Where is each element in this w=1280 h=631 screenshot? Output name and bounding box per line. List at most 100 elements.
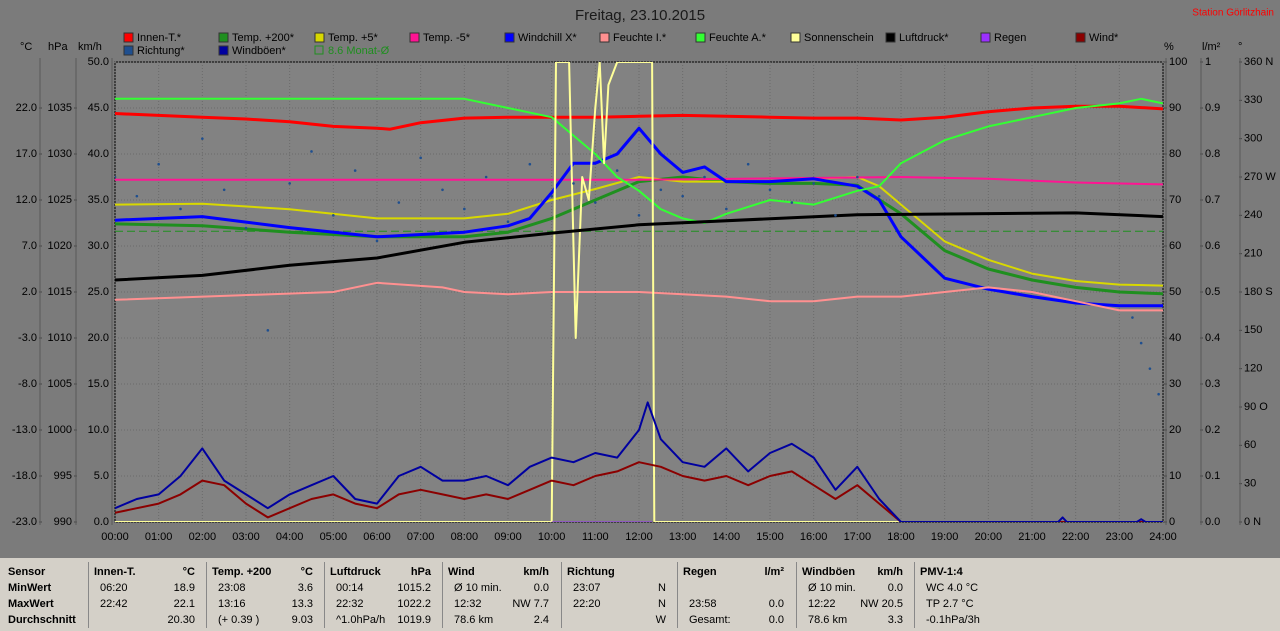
direction-dot bbox=[659, 188, 663, 192]
cell-value: 0.0 bbox=[887, 582, 903, 594]
y-tick-label: 1 bbox=[1205, 56, 1211, 68]
direction-dot bbox=[877, 194, 881, 198]
y-tick-label: 0.4 bbox=[1205, 332, 1220, 344]
direction-dot bbox=[1157, 392, 1160, 396]
cell-value: 13.3 bbox=[291, 598, 313, 610]
legend-label: Richtung* bbox=[137, 45, 185, 57]
y-tick-label: 360 N bbox=[1244, 56, 1273, 68]
summary-table: Sensor MinWert MaxWert Durchschnitt Innen-T.… bbox=[0, 558, 1280, 631]
cell-value: 1015.2 bbox=[397, 582, 431, 594]
y-tick-label: 0.1 bbox=[1205, 470, 1220, 482]
y-tick-label: 1015 bbox=[48, 286, 72, 298]
axis-unit: hPa bbox=[48, 41, 68, 53]
column-separator bbox=[324, 562, 325, 628]
x-tick-label: 05:00 bbox=[320, 531, 348, 543]
direction-dot bbox=[244, 226, 248, 230]
panel-unit: °C bbox=[182, 566, 195, 578]
direction-dot bbox=[572, 182, 575, 185]
y-tick-label: 1020 bbox=[48, 240, 72, 252]
series-line bbox=[115, 211, 1163, 282]
cell-value: 3.3 bbox=[887, 614, 903, 626]
y-tick-label: 80 bbox=[1169, 148, 1181, 160]
x-tick-label: 06:00 bbox=[363, 531, 391, 543]
legend-label: Innen-T.* bbox=[137, 32, 182, 44]
cell-label: 23:07 bbox=[573, 582, 601, 594]
direction-dot bbox=[615, 169, 619, 172]
y-tick-label: 20 bbox=[1169, 424, 1181, 436]
x-tick-label: 14:00 bbox=[713, 531, 741, 543]
row-label: MinWert bbox=[8, 582, 52, 594]
y-tick-label: 0.6 bbox=[1205, 240, 1220, 252]
plot-series bbox=[115, 62, 1163, 522]
x-tick-label: 01:00 bbox=[145, 531, 173, 543]
cell-label: 12:32 bbox=[454, 598, 482, 610]
direction-dot bbox=[463, 207, 466, 211]
legend-swatch bbox=[123, 32, 134, 43]
y-tick-label: -3.0 bbox=[18, 332, 37, 344]
x-tick-label: 24:00 bbox=[1149, 531, 1177, 543]
direction-dot bbox=[681, 194, 684, 198]
panel-title: Temp. +200 bbox=[212, 566, 272, 578]
x-tick-label: 04:00 bbox=[276, 531, 304, 543]
y-tick-label: 270 W bbox=[1244, 171, 1276, 183]
cell-value: NW 7.7 bbox=[512, 598, 549, 610]
y-tick-label: 22.0 bbox=[16, 102, 37, 114]
cell-label: TP 2.7 °C bbox=[926, 598, 974, 610]
legend-swatch bbox=[314, 32, 325, 43]
y-tick-label: 0 bbox=[1169, 516, 1175, 528]
cell-label: 06:20 bbox=[100, 582, 128, 594]
x-tick-label: 03:00 bbox=[232, 531, 260, 543]
cell-value: 9.03 bbox=[291, 614, 313, 626]
cell-value: N bbox=[658, 582, 666, 594]
cell-label: -0.1hPa/3h bbox=[926, 614, 980, 626]
series-line bbox=[115, 104, 1163, 131]
direction-dot bbox=[353, 169, 357, 172]
legend-label: Wind* bbox=[1089, 32, 1119, 44]
axis-unit: °C bbox=[20, 41, 32, 53]
panel-unit: l/m² bbox=[764, 566, 784, 578]
axis-unit: l/m² bbox=[1202, 41, 1221, 53]
series-line bbox=[115, 281, 1163, 312]
column-separator bbox=[88, 562, 89, 628]
series-line bbox=[115, 62, 1163, 522]
y-tick-label: 1025 bbox=[48, 194, 72, 206]
y-tick-label: 50 bbox=[1169, 286, 1181, 298]
station-label: Station Görlitzhain bbox=[1192, 8, 1274, 19]
legend-swatch bbox=[790, 32, 801, 43]
direction-dot bbox=[768, 188, 772, 192]
y-tick-label: 60 bbox=[1244, 439, 1256, 451]
legend-swatch bbox=[314, 45, 324, 55]
y-tick-label: 40.0 bbox=[88, 148, 109, 160]
column-separator bbox=[206, 562, 207, 628]
legend-swatch bbox=[980, 32, 991, 43]
y-tick-label: 35.0 bbox=[88, 194, 109, 206]
panel-title: Richtung bbox=[567, 566, 615, 578]
cell-value: 20.30 bbox=[167, 614, 195, 626]
direction-dot bbox=[310, 150, 313, 153]
x-tick-label: 09:00 bbox=[494, 531, 522, 543]
direction-dot bbox=[441, 188, 444, 192]
direction-dot bbox=[419, 156, 422, 160]
x-tick-label: 17:00 bbox=[844, 531, 872, 543]
y-tick-label: 15.0 bbox=[88, 378, 109, 390]
y-tick-label: 1035 bbox=[48, 102, 72, 114]
x-tick-label: 21:00 bbox=[1018, 531, 1046, 543]
y-tick-label: 0.8 bbox=[1205, 148, 1220, 160]
direction-dot bbox=[375, 239, 379, 243]
series-line bbox=[115, 97, 1163, 224]
column-separator bbox=[914, 562, 915, 628]
legend-label: Feuchte I.* bbox=[613, 32, 667, 44]
y-tick-label: 2.0 bbox=[22, 286, 37, 298]
y-tick-label: 90 bbox=[1169, 102, 1181, 114]
axis-unit: ° bbox=[1238, 41, 1242, 53]
cell-label: 78.6 km bbox=[454, 614, 494, 626]
cell-value: 18.9 bbox=[173, 582, 195, 594]
cell-label: 22:32 bbox=[336, 598, 364, 610]
cell-value: N bbox=[658, 598, 666, 610]
x-tick-label: 08:00 bbox=[451, 531, 479, 543]
y-tick-label: 0.3 bbox=[1205, 378, 1220, 390]
column-separator bbox=[561, 562, 562, 628]
legend-label: Windchill X* bbox=[518, 32, 577, 44]
legend-label: 8.6 Monat-Ø bbox=[328, 45, 390, 57]
